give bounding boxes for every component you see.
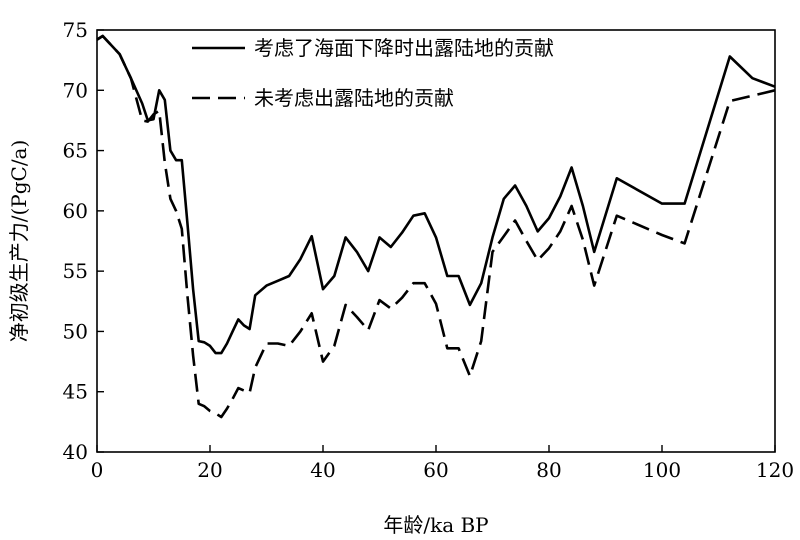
y-tick-label: 75: [63, 18, 88, 42]
x-tick-label: 20: [197, 458, 222, 482]
x-axis-title: 年龄/ka BP: [383, 513, 488, 537]
y-tick-label: 45: [63, 380, 88, 404]
series-lines: [96, 34, 776, 419]
legend-label-dashed: 未考虑出露陆地的贡献: [254, 86, 454, 110]
legend: 考虑了海面下降时出露陆地的贡献 未考虑出露陆地的贡献: [192, 36, 554, 110]
legend-label-solid: 考虑了海面下降时出露陆地的贡献: [254, 36, 554, 60]
series-line-dashed: [96, 34, 776, 419]
y-axis-title: 净初级生产力/(PgC/a): [7, 140, 31, 343]
y-tick-label: 50: [63, 319, 88, 343]
x-tick-label: 40: [310, 458, 335, 482]
series-line-solid: [96, 34, 776, 355]
x-tick-label: 80: [536, 458, 561, 482]
x-tick-label: 120: [756, 458, 794, 482]
y-tick-label: 65: [63, 139, 88, 163]
x-tick-label: 0: [91, 458, 104, 482]
x-tick-label: 60: [423, 458, 448, 482]
x-tick-label: 100: [643, 458, 681, 482]
axis-ticks: 0 20 40 60 80 100 120 40 45 50 55 60 65 70 75: [63, 18, 795, 482]
y-tick-label: 60: [63, 199, 88, 223]
y-tick-label: 55: [63, 259, 88, 283]
y-tick-label: 40: [63, 440, 88, 464]
y-tick-label: 70: [63, 78, 88, 102]
